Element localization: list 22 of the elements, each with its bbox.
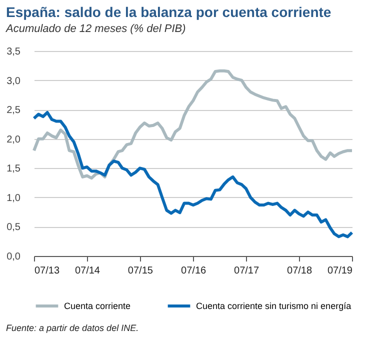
y-tick-label: 0,5 (6, 222, 21, 234)
x-tick-label: 07/14 (74, 266, 100, 276)
line-series (32, 69, 354, 180)
y-tick-label: 3,5 (6, 46, 21, 58)
x-tick-label: 07/16 (181, 266, 207, 276)
chart-subtitle: Acumulado de 12 meses (% del PIB) (5, 23, 186, 35)
source-note: Fuente: a partir de datos del INE. (6, 323, 139, 333)
x-tick-label: 07/15 (128, 266, 154, 276)
legend-label: Cuenta corriente sin turismo ni energía (196, 301, 352, 311)
y-tick-label: 1,5 (6, 164, 21, 175)
y-tick-label: 3,0 (6, 76, 21, 87)
y-tick-label: 2,5 (6, 105, 21, 116)
y-tick-label: 1,0 (6, 192, 21, 204)
y-tick-label: 2,0 (6, 134, 21, 146)
x-tick-label: 07/18 (287, 266, 312, 276)
legend-label: Cuenta corriente (64, 301, 131, 311)
chart-title: España: saldo de la balanza por cuenta corriente (6, 4, 332, 20)
x-tick-label: 07/17 (234, 266, 260, 276)
x-tick-label: 07/19 (327, 266, 353, 276)
line-series (32, 111, 354, 238)
x-tick-label: 07/13 (34, 266, 60, 276)
y-tick-label: 0,0 (6, 252, 21, 262)
